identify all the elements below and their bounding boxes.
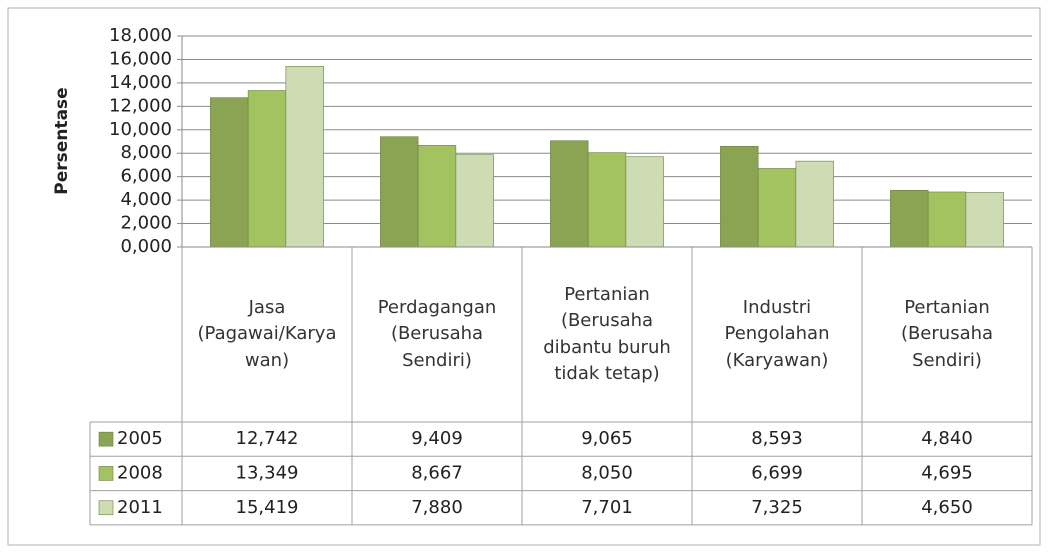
table-value: 7,880 (411, 497, 463, 518)
legend-label: 2011 (117, 497, 163, 518)
table-value: 6,699 (751, 462, 803, 483)
y-tick-label: 16,000 (109, 48, 172, 69)
table-value: 8,593 (751, 428, 803, 449)
x-tick-label: Perdagangan (Berusaha Sendiri) (377, 297, 497, 371)
table-value: 4,695 (921, 462, 973, 483)
bar (757, 168, 797, 248)
bar (720, 145, 759, 248)
bar (455, 154, 494, 248)
table-value: 8,050 (581, 462, 633, 483)
bar (965, 192, 1004, 248)
table-value: 7,701 (581, 497, 633, 518)
x-tick-label: Jasa (Pagawai/Karyawan) (197, 297, 337, 371)
bar (417, 145, 457, 248)
y-tick-label: 4,000 (120, 189, 172, 210)
table-value: 9,065 (581, 428, 633, 449)
bar (927, 191, 967, 248)
table-value: 7,325 (751, 497, 803, 518)
legend-label: 2005 (117, 428, 163, 449)
y-tick-label: 18,000 (109, 25, 172, 46)
x-tick-label: Industri Pengolahan (Karyawan) (724, 297, 830, 371)
x-tick-label: Pertanian (Berusaha Sendiri) (900, 297, 994, 371)
table-value: 4,840 (921, 428, 973, 449)
y-tick-label: 2,000 (120, 213, 172, 234)
bar (625, 156, 664, 248)
bar (587, 152, 627, 248)
y-tick-label: 6,000 (120, 166, 172, 187)
y-tick-label: 8,000 (120, 142, 172, 163)
y-tick-label: 14,000 (109, 72, 172, 93)
table-value: 13,349 (236, 462, 299, 483)
legend-swatch (98, 466, 114, 481)
bar (550, 140, 589, 248)
legend-swatch (98, 500, 114, 516)
bar (285, 65, 324, 248)
y-axis-label: Persentase (52, 87, 72, 194)
y-tick-label: 12,000 (109, 95, 172, 116)
bar (380, 136, 419, 248)
x-tick-label: Pertanian (Berusaha dibantu buruh tidak … (543, 284, 671, 384)
bar (247, 90, 287, 248)
bar (890, 189, 929, 248)
table-value: 12,742 (236, 428, 299, 449)
y-tick-label: 10,000 (109, 119, 172, 140)
table-value: 15,419 (236, 497, 299, 518)
bar (210, 97, 249, 248)
table-value: 9,409 (411, 428, 463, 449)
bar (795, 160, 834, 248)
legend-swatch (98, 431, 114, 447)
y-tick-label: 0,000 (120, 236, 172, 257)
table-value: 4,650 (921, 497, 973, 518)
table-value: 8,667 (411, 462, 463, 483)
legend-label: 2008 (117, 462, 163, 483)
